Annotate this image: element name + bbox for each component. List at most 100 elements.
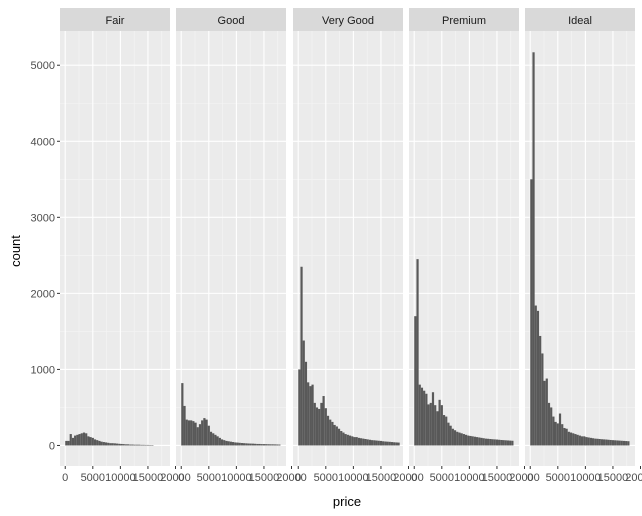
histogram-bar: [207, 425, 210, 446]
histogram-bar: [100, 441, 103, 446]
histogram-bar: [138, 444, 141, 446]
facet-strip-label: Ideal: [568, 15, 592, 27]
histogram-bar: [104, 442, 108, 446]
histogram-bar: [331, 421, 334, 446]
histogram-bar: [395, 442, 398, 446]
panel-background: [60, 31, 170, 466]
x-tick-label: 20000: [393, 472, 424, 484]
y-tick-label: 5000: [31, 60, 55, 72]
histogram-bar: [532, 52, 535, 446]
histogram-bar: [357, 437, 360, 446]
histogram-bar: [447, 422, 450, 446]
histogram-bar: [377, 440, 380, 446]
histogram-bar: [267, 444, 270, 446]
x-tick-label: 15000: [482, 472, 513, 484]
histogram-bar: [214, 434, 217, 446]
histogram-bar: [80, 433, 83, 446]
histogram-bar: [614, 440, 617, 446]
histogram-bar: [616, 440, 619, 446]
histogram-bar: [278, 444, 281, 446]
histogram-bar: [98, 440, 101, 446]
histogram-bar: [473, 436, 476, 446]
histogram-bar: [609, 439, 612, 446]
histogram-bar: [307, 382, 310, 446]
histogram-bar: [118, 443, 121, 446]
histogram-bar: [598, 439, 601, 446]
x-tick-label: 15000: [133, 472, 164, 484]
histogram-bar: [547, 402, 551, 446]
histogram-bar: [431, 392, 435, 446]
histogram-bar: [467, 435, 470, 446]
histogram-bar: [107, 442, 110, 446]
histogram-bar: [589, 437, 592, 446]
histogram-bar: [543, 380, 546, 446]
histogram-bar: [355, 437, 358, 446]
histogram-bar: [600, 439, 604, 446]
histogram-bar: [545, 378, 548, 446]
x-tick-label: 10000: [221, 472, 252, 484]
histogram-bar: [251, 443, 255, 446]
histogram-bar: [194, 422, 197, 446]
y-tick-label: 4000: [31, 136, 55, 148]
histogram-bar: [627, 441, 630, 446]
histogram-bar: [425, 393, 428, 446]
histogram-bar: [315, 407, 319, 446]
histogram-bar: [304, 361, 308, 446]
histogram-bar: [115, 443, 119, 446]
histogram-bar: [511, 440, 514, 446]
facet-strip: [409, 8, 519, 31]
histogram-bar: [346, 434, 349, 446]
histogram-bar: [247, 443, 250, 446]
histogram-bar: [478, 437, 481, 446]
histogram-bar: [475, 437, 479, 446]
histogram-bar: [333, 424, 336, 446]
histogram-bar: [506, 440, 510, 446]
histogram-bar: [594, 438, 597, 446]
histogram-bar: [76, 434, 79, 446]
histogram-bar: [337, 428, 341, 446]
histogram-bar: [192, 421, 195, 446]
histogram-bar: [480, 437, 483, 446]
histogram-bar: [373, 440, 376, 446]
histogram-bar: [135, 444, 139, 446]
histogram-bar: [313, 402, 316, 446]
facet-strip: [176, 8, 286, 31]
histogram-bar: [300, 266, 303, 446]
histogram-bar: [322, 396, 325, 446]
histogram-bar: [96, 440, 99, 446]
histogram-bar: [269, 444, 272, 446]
histogram-bar: [487, 438, 490, 446]
y-axis: 0 1000 2000 3000 4000 5000: [31, 60, 60, 452]
histogram-bar: [371, 440, 374, 446]
histogram-bar: [552, 416, 555, 446]
histogram-bar: [190, 420, 193, 446]
x-tick-label: 5000: [430, 472, 454, 484]
x-tick-label: 5000: [546, 472, 570, 484]
histogram-bar: [216, 436, 219, 446]
facet-strip-label: Fair: [106, 15, 125, 27]
histogram-bar: [111, 443, 114, 446]
histogram-bar: [438, 399, 441, 446]
histogram-bar: [131, 444, 134, 446]
histogram-bar: [489, 439, 492, 446]
histogram-bar: [572, 433, 575, 446]
histogram-bar: [556, 423, 559, 446]
histogram-bar: [254, 443, 257, 446]
histogram-bar: [201, 420, 204, 446]
histogram-bar: [561, 424, 564, 446]
histogram-bar: [258, 443, 261, 446]
x-tick-label: 5000: [81, 472, 105, 484]
histogram-bar: [126, 444, 130, 446]
panel-background: [176, 31, 286, 466]
x-tick-label: 10000: [454, 472, 485, 484]
histogram-bar: [311, 384, 314, 446]
histogram-bar: [618, 440, 621, 446]
y-tick-label: 3000: [31, 212, 55, 224]
histogram-bar: [234, 442, 237, 446]
histogram-bar: [353, 437, 356, 446]
histogram-bar: [539, 335, 542, 446]
histogram-bar: [362, 438, 365, 446]
